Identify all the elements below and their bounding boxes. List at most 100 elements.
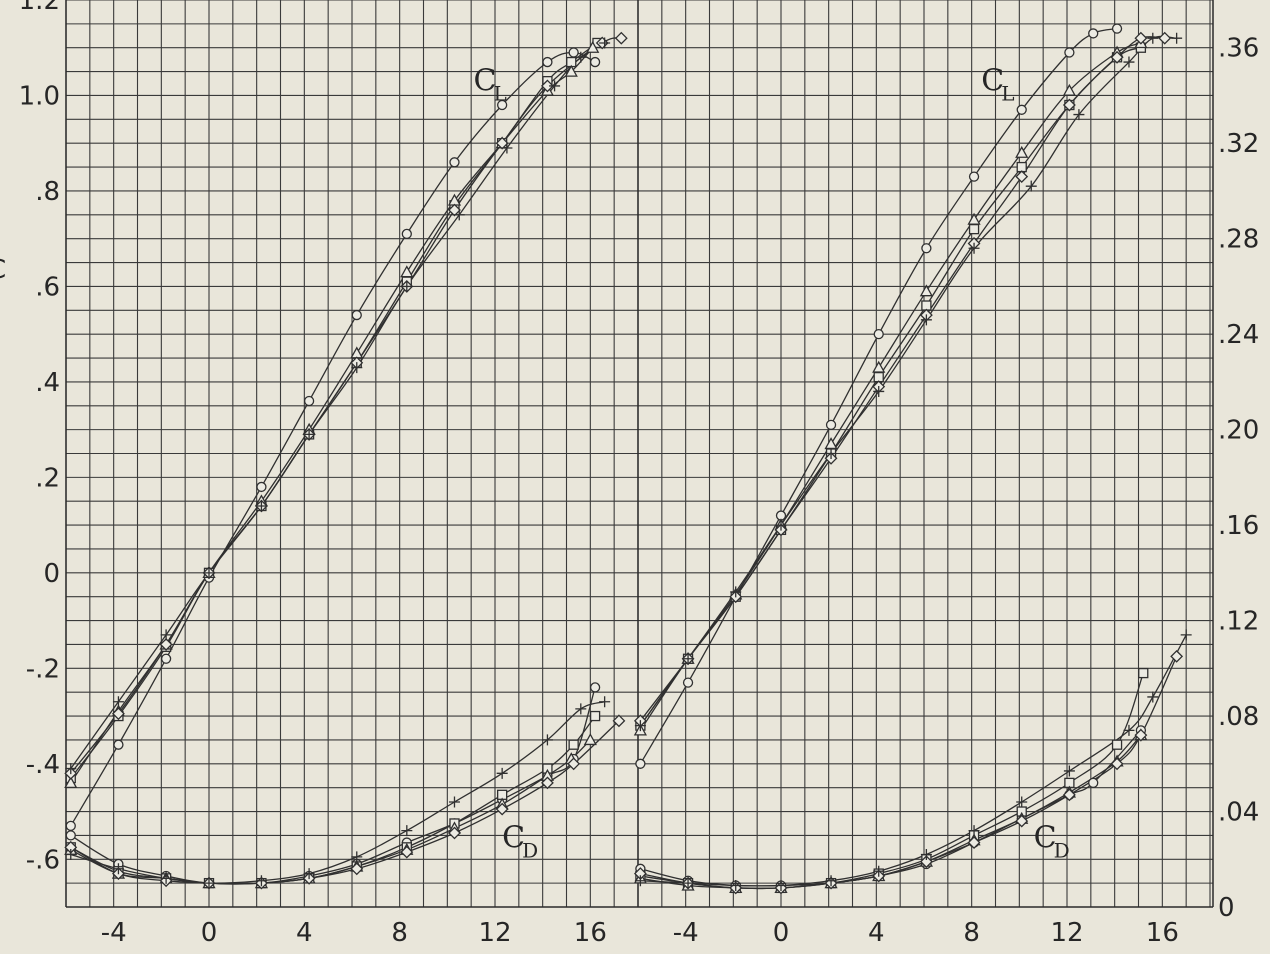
lift-point-circle xyxy=(351,309,362,321)
drag-point-plus xyxy=(65,848,77,860)
lift-point-circle xyxy=(568,47,579,58)
drag-point-diamond xyxy=(350,862,364,876)
drag-point-plus xyxy=(1147,691,1159,703)
right-tick-label: .20 xyxy=(1218,416,1259,446)
lift-curve-label-subscript: L xyxy=(1001,82,1014,106)
lift-point-plus xyxy=(634,720,646,732)
lift-point-circle xyxy=(1111,23,1123,34)
drag-point-plus xyxy=(112,863,124,875)
lift-point-circle xyxy=(542,56,553,68)
right-tick-label: .32 xyxy=(1218,129,1259,159)
lift-point-diamond xyxy=(1134,31,1148,45)
lift-point-plus xyxy=(599,37,611,49)
lift-point-triangle xyxy=(400,265,414,278)
lift-point-triangle xyxy=(872,360,886,373)
left-tick-label: .2 xyxy=(35,463,60,493)
lift-point-square xyxy=(968,223,980,235)
drag-point-plus xyxy=(203,877,215,889)
lift-point-diamond xyxy=(541,79,554,93)
lift-point-circle xyxy=(635,758,646,769)
left-tick-label: 1.2 xyxy=(19,0,60,16)
drag-point-plus xyxy=(599,696,611,708)
x-tick-label: 12 xyxy=(478,918,511,948)
lift-point-circle xyxy=(303,395,315,407)
drag-point-plus xyxy=(1123,724,1135,736)
lift-point-plus xyxy=(112,696,124,708)
right-tick-label: .12 xyxy=(1218,607,1259,637)
drag-point-plus xyxy=(160,872,172,884)
drag-point-plus xyxy=(255,875,267,887)
lift-point-circle xyxy=(1064,47,1075,58)
drag-point-plus xyxy=(775,880,787,892)
drag-point-plus xyxy=(730,880,742,892)
lift-point-plus xyxy=(1073,109,1085,121)
x-tick-label: -4 xyxy=(673,918,699,948)
drag-point-plus xyxy=(1063,765,1075,777)
lift-point-plus xyxy=(303,428,315,440)
drag-point-diamond xyxy=(495,802,509,816)
lift-point-plus xyxy=(453,209,465,221)
drag-point-plus xyxy=(1016,796,1028,808)
lift-point-plus xyxy=(501,142,513,154)
x-tick-label: 16 xyxy=(1146,918,1179,948)
drag-point-plus xyxy=(401,825,413,837)
lift-point-circle xyxy=(921,243,932,254)
drag-point-plus xyxy=(541,734,553,746)
drag-curve-label: C xyxy=(1034,820,1057,855)
drag-point-circle xyxy=(589,682,601,693)
drag-point-plus xyxy=(303,868,315,880)
drag-point-plus xyxy=(825,875,837,887)
lift-point-circle xyxy=(160,653,172,664)
lift-point-plus xyxy=(920,314,932,326)
drag-curve-label: C xyxy=(502,820,525,855)
drag-point-plus xyxy=(968,825,980,837)
drag-point-plus xyxy=(682,877,694,889)
x-tick-label: 0 xyxy=(201,918,218,948)
x-tick-label: 12 xyxy=(1050,918,1083,948)
drag-point-diamond xyxy=(1110,757,1124,771)
lift-point-circle xyxy=(968,171,980,182)
lift-curve-label: C xyxy=(474,64,497,99)
lift-point-plus xyxy=(775,519,787,531)
lift-point-diamond xyxy=(1062,98,1076,112)
right-tick-label: .24 xyxy=(1218,320,1259,350)
drag-point-plus xyxy=(873,865,885,877)
right-tick-label: .16 xyxy=(1218,511,1259,541)
lift-point-circle xyxy=(589,56,601,68)
drag-point-diamond xyxy=(612,714,626,728)
right-tick-label: .08 xyxy=(1218,702,1259,732)
lift-point-circle xyxy=(256,481,267,493)
data-points xyxy=(64,23,1192,895)
lift-curve-label: C xyxy=(981,64,1004,99)
drag-point-plus xyxy=(634,875,646,887)
drag-curve-label-subscript: D xyxy=(522,838,538,862)
lift-point-plus xyxy=(1171,32,1183,44)
drag-point-diamond xyxy=(967,836,981,849)
lift-point-plus xyxy=(730,586,742,598)
lift-point-plus xyxy=(1123,56,1135,68)
lift-point-circle xyxy=(65,820,76,831)
left-axis-label: C xyxy=(0,255,6,285)
right-tick-label: 0 xyxy=(1218,893,1235,923)
drag-point-diamond xyxy=(567,757,581,771)
lift-point-triangle xyxy=(1062,83,1076,96)
drag-point-plus xyxy=(575,703,587,715)
left-tick-label: .8 xyxy=(35,177,60,207)
lift-point-circle xyxy=(825,419,837,431)
lift-point-diamond xyxy=(1110,50,1124,64)
lift-curve-label-subscript: L xyxy=(494,82,507,106)
x-tick-label: 4 xyxy=(868,918,885,948)
right-tick-label: .36 xyxy=(1218,34,1259,64)
drag-point-diamond xyxy=(448,826,461,840)
x-tick-label: 0 xyxy=(773,918,790,948)
drag-point-plus xyxy=(351,851,363,863)
lift-point-triangle xyxy=(967,212,981,225)
lift-point-diamond xyxy=(1158,31,1172,45)
drag-point-diamond xyxy=(919,855,933,869)
lift-point-circle xyxy=(113,739,124,750)
lift-point-circle xyxy=(401,228,412,240)
drag-point-triangle xyxy=(583,733,597,746)
x-tick-label: -4 xyxy=(101,918,127,948)
lift-point-diamond xyxy=(614,31,628,45)
